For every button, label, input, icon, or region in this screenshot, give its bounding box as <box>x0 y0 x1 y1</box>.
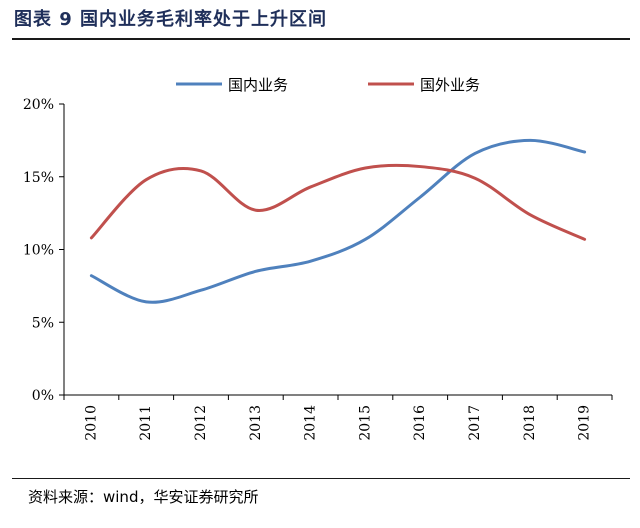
x-tick-label: 2017 <box>467 405 483 441</box>
x-tick-label: 2018 <box>522 405 538 441</box>
y-tick-labels: 0% 5% 10% 15% 20% <box>23 97 54 404</box>
legend-label-1: 国内业务 <box>228 76 288 94</box>
source-rule <box>12 478 630 479</box>
data-point <box>583 151 586 154</box>
y-tick-label: 0% <box>32 388 54 404</box>
data-point <box>583 238 586 241</box>
chart-legend: 国内业务 国外业务 <box>176 76 480 94</box>
x-tick-label: 2015 <box>357 405 373 441</box>
series-line-1 <box>89 138 587 304</box>
x-tick-label: 2016 <box>412 405 428 441</box>
data-point <box>200 289 203 292</box>
x-tick-label: 2012 <box>193 405 209 441</box>
line-chart: 0%5%10%15%20% 2010 2011 2012 2013 2014 2015 20… <box>23 76 613 441</box>
data-point <box>90 274 93 277</box>
data-point <box>364 238 367 241</box>
data-point <box>419 165 422 168</box>
data-point <box>309 185 312 188</box>
x-tick-label: 2013 <box>248 405 264 441</box>
data-point <box>145 178 148 181</box>
title-rule <box>12 38 630 40</box>
x-tick-label: 2010 <box>83 405 99 441</box>
data-point <box>474 152 477 155</box>
data-point <box>528 139 531 142</box>
series-line-2 <box>89 163 587 241</box>
data-point <box>419 196 422 199</box>
y-tick-label: 15% <box>23 170 54 186</box>
x-tick-label: 2019 <box>577 405 593 441</box>
data-point <box>90 236 93 239</box>
data-point <box>254 270 257 273</box>
data-point <box>364 167 367 170</box>
y-tick-label: 10% <box>23 243 54 259</box>
chart-axes <box>59 103 613 400</box>
x-tick-label: 2011 <box>138 405 154 441</box>
data-point <box>528 213 531 216</box>
data-point <box>200 169 203 172</box>
series-lines <box>89 138 587 304</box>
data-point <box>309 260 312 263</box>
legend-label-2: 国外业务 <box>420 76 480 94</box>
x-tick-labels: 2010 2011 2012 2013 2014 2015 2016 2017 2018 2019 <box>83 405 592 441</box>
data-point <box>474 177 477 180</box>
data-point <box>254 209 257 212</box>
source-note: 资料来源：wind，华安证券研究所 <box>28 488 259 506</box>
figure-title: 图表 9 国内业务毛利率处于上升区间 <box>14 9 328 30</box>
data-point <box>145 300 148 303</box>
x-tick-label: 2014 <box>303 405 319 441</box>
y-tick-label: 5% <box>32 315 54 331</box>
y-tick-label: 20% <box>23 97 54 113</box>
